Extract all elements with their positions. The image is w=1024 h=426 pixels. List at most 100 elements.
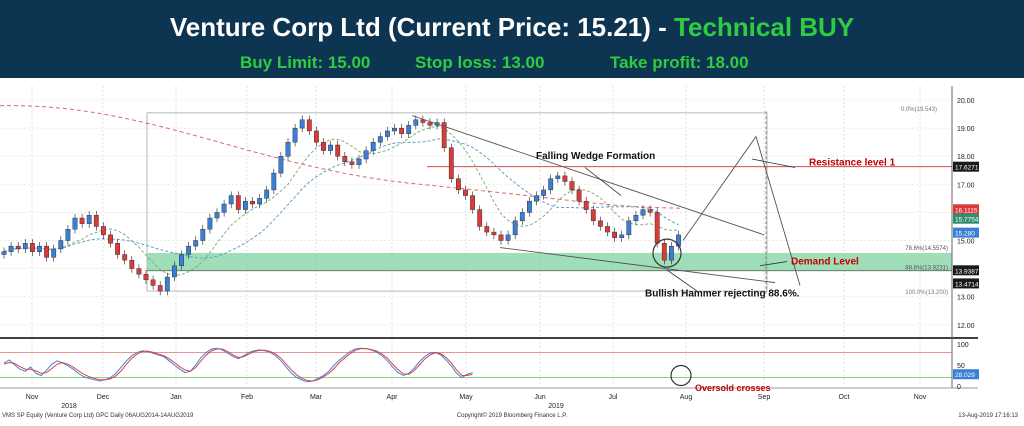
candle-body [37, 245, 42, 252]
candle-body [654, 212, 660, 244]
candle-body [157, 285, 163, 292]
candle-body [477, 209, 483, 227]
y-tick-label: 12.00 [957, 323, 975, 330]
oversold-annotation: Oversold crosses [695, 383, 771, 393]
candle-body [129, 259, 135, 269]
fib-0-label: 0.0%(19.543) [901, 107, 937, 113]
candle-body [463, 189, 468, 196]
price-tag-box [953, 227, 979, 238]
price-tag-label: 13.4714 [955, 281, 979, 288]
candle-body [278, 156, 284, 174]
fib-886-label: 88.6%(13.9231) [905, 266, 948, 272]
x-tick-label: Nov [914, 394, 927, 401]
candle-body [22, 243, 28, 250]
candle-body [65, 229, 71, 241]
candles-layer [1, 115, 681, 296]
price-tag-box [953, 278, 979, 289]
fib-frame [146, 112, 768, 292]
candle-body [292, 127, 298, 143]
x-tick-label: Feb [241, 394, 253, 401]
osc-tag-box [953, 369, 979, 380]
candle-body [179, 254, 184, 266]
candle-body [505, 234, 511, 241]
stochastic-d-line [3, 348, 473, 382]
candle-body [669, 245, 674, 261]
candle-body [512, 220, 518, 236]
candle-body [576, 189, 582, 202]
candle-body [58, 240, 64, 250]
title-main: Venture Corp Ltd (Current Price: 15.21) … [169, 12, 675, 42]
candle-body [519, 212, 525, 222]
candle-body [93, 215, 99, 227]
candle-body [363, 150, 369, 160]
candle-body [335, 144, 341, 157]
candle-body [470, 195, 475, 210]
candle-body [427, 122, 433, 126]
price-tag-box [953, 204, 979, 215]
price-tag-label: 13.9387 [955, 268, 979, 275]
candle-body [306, 119, 312, 132]
stochastic-k-line [3, 347, 473, 383]
candle-body [598, 220, 603, 227]
candle-body [79, 217, 85, 224]
footer-right: 13-Aug-2019 17:16:13 [958, 413, 1018, 419]
candle-body [406, 125, 412, 134]
take-profit-label: Take profit: 18.00 [610, 53, 749, 72]
candle-body [385, 130, 390, 137]
price-tag-box [953, 161, 979, 172]
candle-body [86, 215, 92, 224]
y-tick-label: 15.00 [957, 238, 975, 245]
candle-body [136, 268, 142, 275]
title-banner: Venture Corp Ltd (Current Price: 15.21) … [0, 0, 1024, 78]
osc-tag-label: 28.029 [955, 372, 975, 379]
y-tick-label: 17.00 [957, 182, 975, 189]
candle-body [15, 245, 21, 250]
chart-title: Venture Corp Ltd (Current Price: 15.21) … [0, 12, 1024, 43]
demand-zone [147, 252, 952, 271]
candle-body [51, 248, 57, 258]
candle-body [257, 198, 262, 205]
x-tick-label: Dec [97, 394, 110, 401]
fib-100-label: 100.0%(13.200) [905, 290, 948, 296]
x-tick-label: Aug [680, 394, 693, 401]
candle-body [271, 172, 277, 191]
candle-body [235, 195, 241, 210]
candle-body [647, 209, 653, 213]
candle-body [30, 243, 35, 252]
price-tag-label: 15.7754 [955, 217, 979, 224]
candle-body [640, 209, 646, 216]
candle-body [392, 127, 397, 132]
osc-tick-label: 50 [957, 363, 965, 370]
x-tick-label: Sep [758, 394, 771, 401]
candle-body [228, 195, 234, 205]
ma-short-line [3, 125, 679, 276]
footer-center: Copyright© 2019 Bloomberg Finance L.P. [457, 412, 568, 419]
grid-layer [0, 86, 952, 386]
x-tick-label: May [459, 394, 473, 401]
year-label: 2018 [61, 403, 77, 410]
candle-body [413, 119, 419, 126]
candle-body [569, 181, 575, 191]
candle-body [562, 175, 568, 182]
fibonacci-layer [146, 112, 952, 292]
y-tick-label: 13.00 [957, 295, 975, 302]
candle-body [619, 234, 625, 238]
y-tick-label: 20.00 [957, 98, 975, 105]
y-tick-label: 19.00 [957, 126, 975, 133]
oversold-circle [670, 364, 692, 387]
candle-body [214, 212, 220, 219]
candle-body [250, 200, 255, 205]
price-tag-label: 16.1115 [955, 207, 978, 214]
candle-body [498, 234, 504, 241]
price-tag-box [953, 213, 979, 224]
candle-body [534, 195, 539, 202]
candle-body [527, 200, 532, 213]
candle-body [328, 144, 333, 151]
osc-tick-label: 100 [957, 342, 969, 349]
candle-body [8, 245, 14, 252]
candle-body [441, 122, 447, 148]
candle-body [143, 274, 149, 281]
x-tick-label: Apr [387, 394, 399, 401]
candle-body [115, 243, 121, 255]
candle-body [626, 220, 632, 236]
